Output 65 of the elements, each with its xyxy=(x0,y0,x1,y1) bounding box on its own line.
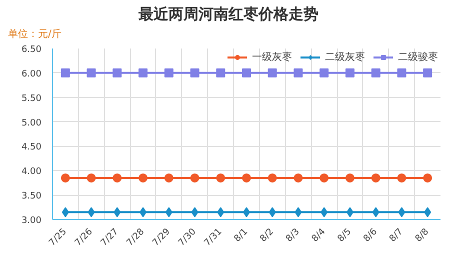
x-tick-label: 8/4 xyxy=(310,226,328,244)
legend-label: 一级灰枣 xyxy=(252,50,292,64)
point xyxy=(294,207,302,218)
point xyxy=(320,68,329,78)
point xyxy=(294,68,303,78)
legend-label: 二级灰枣 xyxy=(325,50,365,64)
point xyxy=(140,207,147,218)
point xyxy=(372,207,380,218)
point xyxy=(346,207,354,218)
point xyxy=(397,173,406,182)
point xyxy=(398,207,406,218)
point xyxy=(294,173,303,182)
x-tick-label: 8/6 xyxy=(362,226,380,244)
point xyxy=(190,173,200,182)
point xyxy=(423,173,432,182)
y-axis-title: 单位：元/斤 xyxy=(8,28,62,42)
point xyxy=(268,173,277,182)
point xyxy=(345,68,354,78)
y-tick-label: 3.50 xyxy=(21,192,42,202)
x-tick-label: 8/5 xyxy=(336,226,354,244)
point xyxy=(424,207,432,218)
point xyxy=(112,68,122,78)
y-tick-label: 5.00 xyxy=(21,118,42,128)
point xyxy=(216,173,226,182)
point xyxy=(62,207,69,218)
point xyxy=(217,207,224,218)
point xyxy=(60,173,70,182)
y-tick-label: 4.50 xyxy=(21,142,42,153)
point xyxy=(112,173,122,182)
point xyxy=(320,207,328,218)
point xyxy=(138,173,148,182)
point xyxy=(138,68,148,78)
point xyxy=(86,68,96,78)
point xyxy=(60,68,70,78)
point xyxy=(216,68,226,78)
x-tick-label: 8/3 xyxy=(284,226,302,244)
x-tick-label: 8/7 xyxy=(388,226,406,244)
point xyxy=(371,173,380,182)
point xyxy=(397,68,406,78)
point xyxy=(88,207,95,218)
point xyxy=(191,207,198,218)
point xyxy=(371,68,380,78)
y-tick-label: 5.50 xyxy=(21,94,42,104)
point xyxy=(164,68,174,78)
y-tick-label: 6.00 xyxy=(21,69,42,80)
point xyxy=(242,173,251,182)
x-tick-label: 8/1 xyxy=(232,226,250,244)
x-tick-label: 8/2 xyxy=(258,226,276,244)
chart-title: 最近两周河南红枣价格走势 xyxy=(138,4,318,25)
point xyxy=(242,68,251,78)
point xyxy=(165,207,172,218)
legend-label: 二级骏枣 xyxy=(398,50,438,64)
point xyxy=(423,68,432,78)
x-tick-label: 8/8 xyxy=(414,226,432,244)
point xyxy=(320,173,329,182)
point xyxy=(164,173,174,182)
y-tick-label: 4.00 xyxy=(21,167,42,178)
point xyxy=(268,68,277,78)
point xyxy=(268,207,276,218)
point xyxy=(190,68,200,78)
y-tick-label: 6.50 xyxy=(21,45,42,55)
point xyxy=(345,173,354,182)
point xyxy=(114,207,121,218)
point xyxy=(86,173,96,182)
y-tick-label: 3.00 xyxy=(21,216,42,226)
